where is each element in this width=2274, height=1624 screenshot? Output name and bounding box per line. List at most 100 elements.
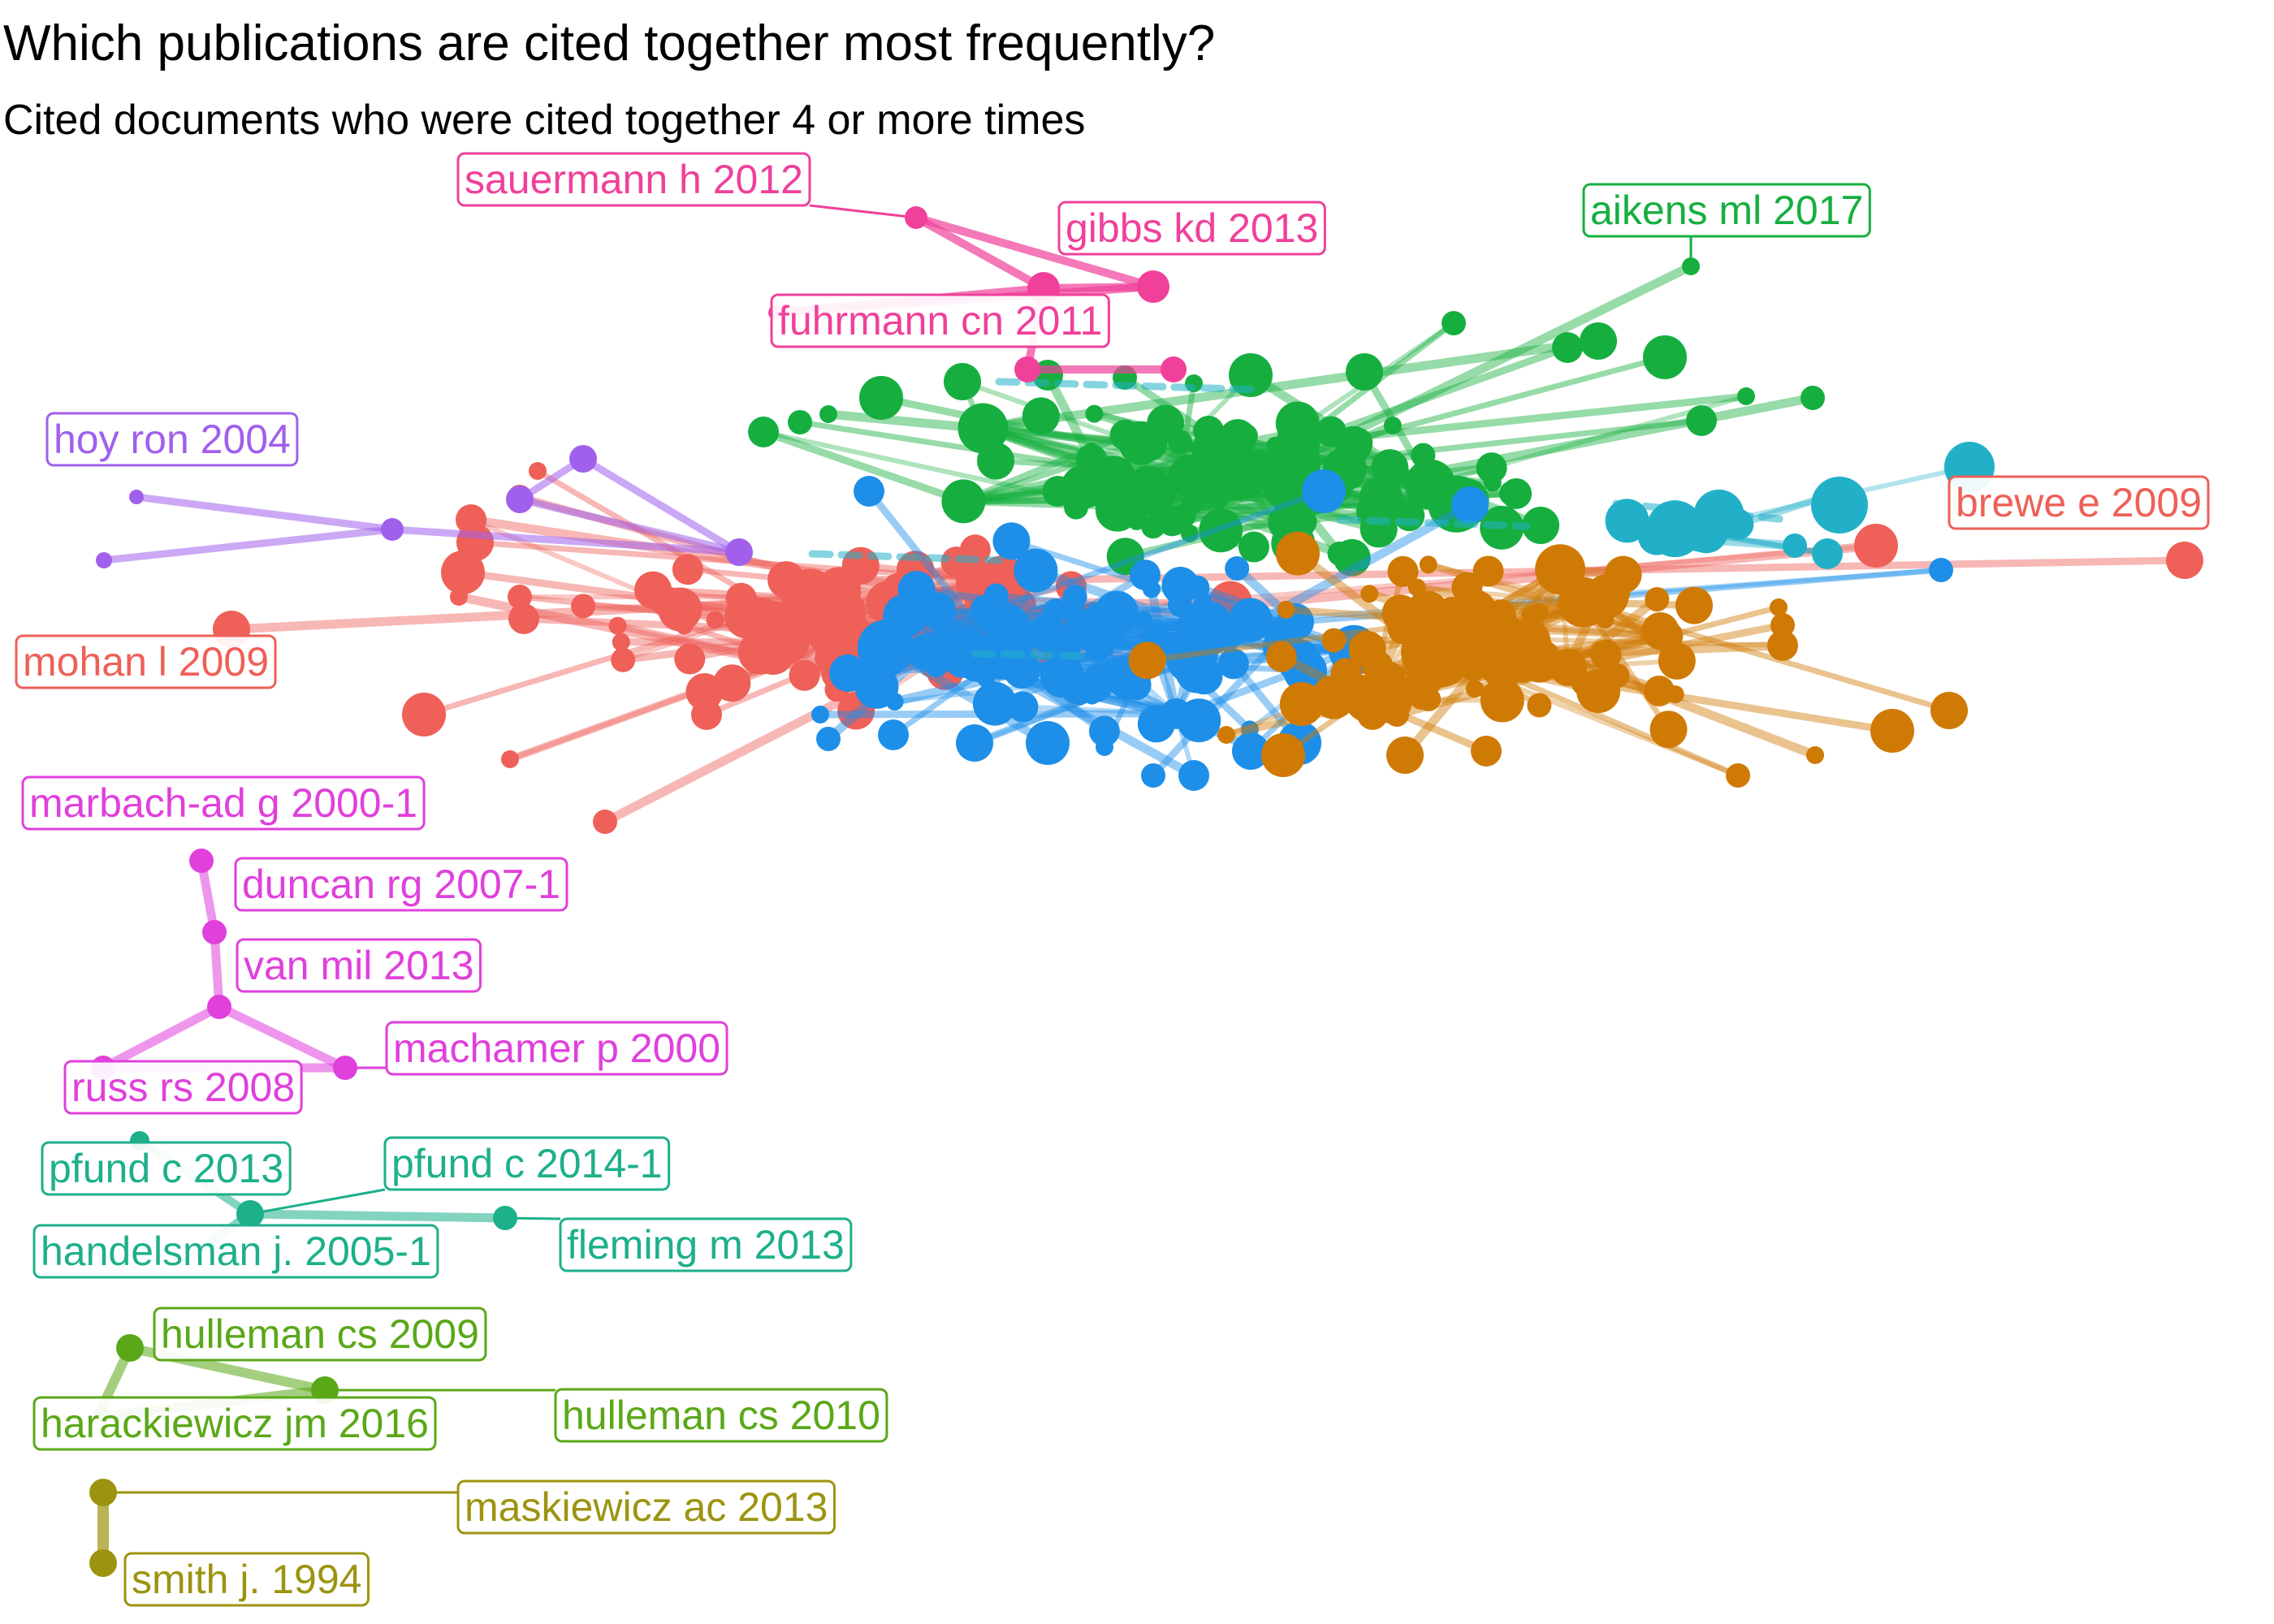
node-orange	[1394, 615, 1413, 633]
node-label-box	[234, 857, 568, 912]
node-red	[776, 634, 794, 653]
node-orange	[1770, 613, 1795, 637]
edge-orange	[1580, 599, 1952, 714]
node-cyan	[1812, 538, 1843, 569]
node-blue	[1184, 702, 1209, 728]
node-blue	[885, 693, 904, 711]
node-blue	[992, 522, 1031, 560]
node-purple	[129, 490, 144, 504]
node-purple	[506, 486, 534, 513]
edge-dashed	[808, 550, 1003, 564]
node-red	[706, 611, 724, 629]
node-orange	[1277, 600, 1295, 619]
node-orange	[1770, 598, 1788, 616]
node-label-text: pfund c 2013	[49, 1146, 283, 1191]
node-label-box	[559, 1217, 853, 1272]
node-orange	[1386, 736, 1424, 774]
node-label-pfund2013: pfund c 2013	[41, 1141, 292, 1196]
node-label-fuhrmann: fuhrmann cn 2011	[770, 293, 1110, 348]
edge-pink	[912, 214, 1157, 291]
node-green	[941, 479, 986, 524]
node-blue	[1096, 738, 1113, 756]
node-label-hoy: hoy ron 2004	[45, 412, 299, 467]
node-blue	[1063, 613, 1088, 638]
node-cyan	[1684, 509, 1728, 554]
node-green	[1359, 495, 1397, 533]
node-green	[1580, 322, 1617, 360]
node-cyan	[1811, 477, 1868, 533]
node-blue	[1161, 566, 1200, 604]
node-red	[612, 633, 630, 651]
node-label-text: smith j. 1994	[132, 1557, 361, 1602]
node-orange	[1385, 702, 1409, 727]
node-blue	[1013, 668, 1031, 687]
node-orange	[1360, 585, 1379, 603]
node-label-text: machamer p 2000	[393, 1026, 720, 1071]
node-label-box	[1948, 475, 2210, 530]
node-green	[1082, 442, 1100, 460]
node-cyan	[1783, 533, 1807, 558]
node-label-russ: russ rs 2008	[63, 1060, 303, 1115]
node-label-box	[153, 1307, 487, 1362]
node-green	[1243, 456, 1274, 488]
node-green	[1064, 495, 1089, 520]
node-pink	[1137, 270, 1169, 303]
node-label-box	[554, 1388, 888, 1443]
node-green	[1085, 404, 1104, 423]
node-green	[1643, 335, 1687, 379]
edge-pink	[912, 214, 1048, 292]
node-red	[450, 588, 468, 606]
node-blue	[1081, 671, 1113, 702]
page-subtitle: Cited documents who were cited together …	[3, 97, 1086, 144]
node-orange	[1643, 675, 1675, 706]
node-label-sauermann: sauermann h 2012	[456, 152, 917, 219]
node-label-hulleman2009: hulleman cs 2009	[153, 1307, 487, 1362]
node-label-maskiewicz: maskiewicz ac 2013	[103, 1479, 836, 1535]
node-green	[1327, 541, 1352, 566]
node-green	[1191, 436, 1216, 461]
node-green	[1498, 481, 1524, 506]
cluster-layer	[213, 257, 2203, 834]
node-blue	[1211, 620, 1243, 651]
node-blue	[1929, 558, 1953, 582]
node-green	[1181, 459, 1226, 503]
node-label-box	[385, 1021, 728, 1076]
edge-magenta	[210, 927, 224, 1012]
node-orange	[1504, 645, 1542, 683]
edge-magenta	[214, 1002, 350, 1073]
node-label-text: harackiewicz jm 2016	[41, 1401, 429, 1446]
node-green	[819, 405, 837, 423]
node-label-text: aikens ml 2017	[1590, 188, 1863, 233]
node-red	[2166, 542, 2203, 579]
node-orange	[1392, 676, 1411, 695]
label-layer: sauermann h 2012 gibbs kd 2013 fuhrmann cn…	[15, 152, 2210, 1607]
node-label-box	[383, 1136, 671, 1191]
node-label-text: fuhrmann cn 2011	[778, 298, 1102, 343]
node-blue	[1027, 615, 1065, 653]
node-label-box	[32, 1396, 437, 1451]
node-green	[977, 442, 1015, 480]
edge-dashed	[971, 650, 1084, 660]
node-blue	[1451, 486, 1489, 524]
node-orange	[1521, 606, 1540, 624]
node-red	[529, 462, 547, 480]
node-pink	[1161, 356, 1187, 382]
node-label-box	[45, 412, 299, 467]
node-orange	[1387, 555, 1419, 587]
node-blue	[1185, 657, 1223, 695]
node-green	[1411, 443, 1436, 468]
node-magenta	[202, 920, 227, 944]
node-green	[1476, 452, 1507, 484]
node-orange	[1480, 678, 1524, 723]
node-label-text: handelsman j. 2005-1	[41, 1229, 431, 1274]
edge-dashed	[1336, 516, 1531, 530]
node-red	[1854, 524, 1898, 568]
node-red	[691, 699, 722, 730]
edge-purple	[579, 455, 743, 556]
node-red	[571, 594, 596, 619]
node-label-text: duncan rg 2007-1	[242, 862, 560, 907]
node-blue	[1141, 763, 1165, 788]
node-green	[1301, 444, 1320, 463]
node-label-harackiewicz: harackiewicz jm 2016	[32, 1396, 437, 1451]
